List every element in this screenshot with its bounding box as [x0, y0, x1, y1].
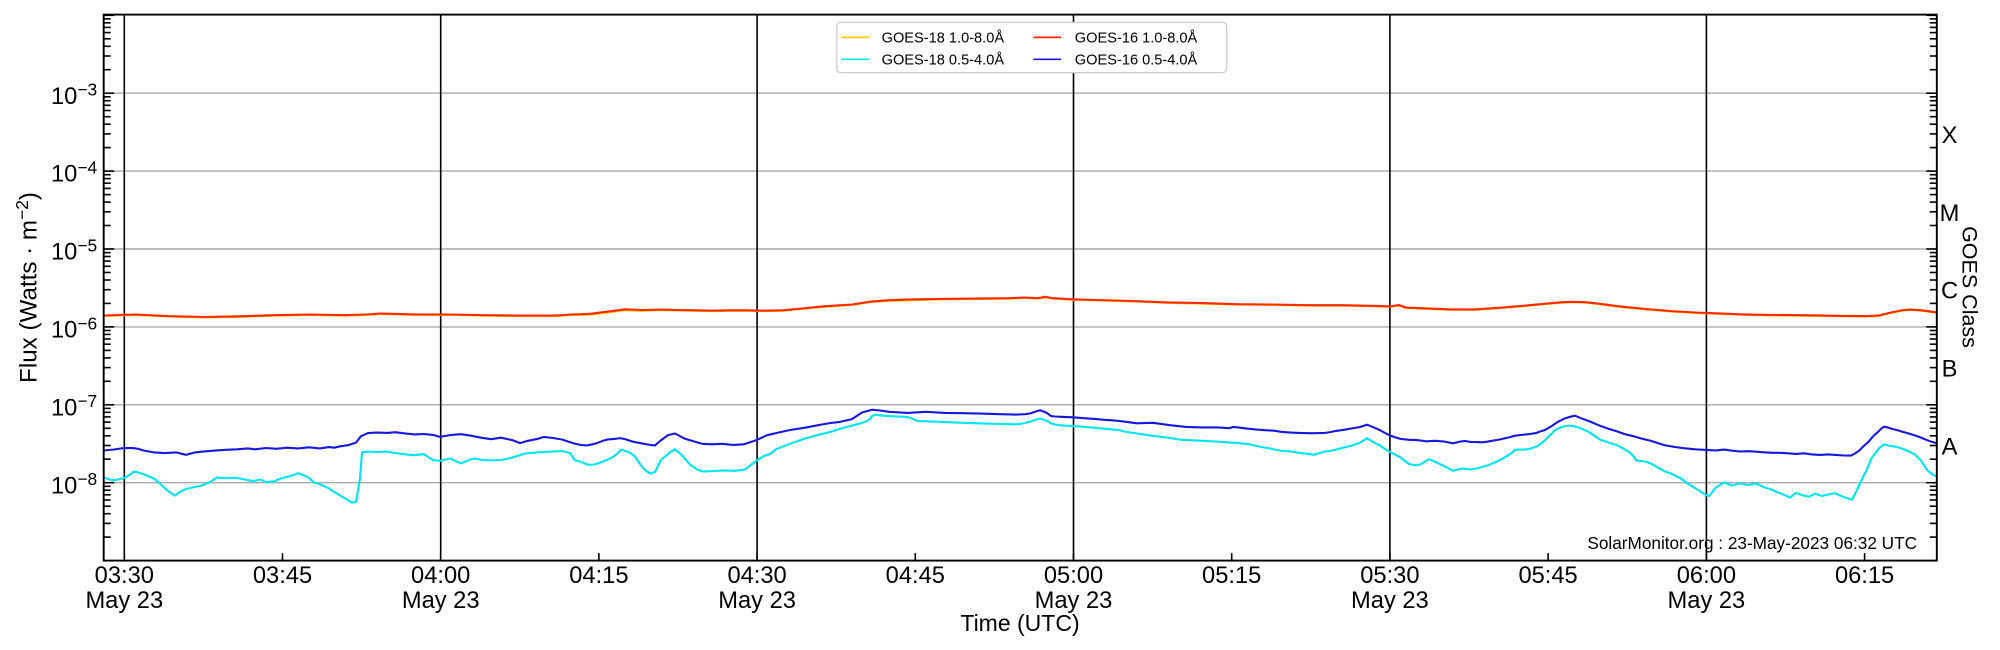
svg-text:X: X: [1942, 123, 1958, 149]
svg-text:May 23: May 23: [1668, 588, 1746, 614]
svg-text:SolarMonitor.org : 23-May-2023: SolarMonitor.org : 23-May-2023 06:32 UTC: [1587, 533, 1917, 553]
svg-text:GOES-18 1.0-8.0Å: GOES-18 1.0-8.0Å: [882, 30, 1005, 47]
svg-text:GOES Class: GOES Class: [1958, 226, 1982, 348]
svg-text:M: M: [1940, 201, 1960, 227]
svg-text:A: A: [1942, 434, 1958, 460]
svg-text:B: B: [1942, 357, 1958, 383]
svg-text:06:00: 06:00: [1677, 563, 1736, 589]
svg-text:04:45: 04:45: [886, 563, 945, 589]
svg-text:03:30: 03:30: [95, 563, 154, 589]
svg-text:04:30: 04:30: [727, 563, 786, 589]
svg-text:Time (UTC): Time (UTC): [960, 610, 1079, 636]
svg-text:C: C: [1941, 279, 1958, 305]
svg-text:06:15: 06:15: [1835, 563, 1894, 589]
svg-text:10−6: 10−6: [51, 313, 97, 343]
svg-text:04:00: 04:00: [411, 563, 470, 589]
svg-text:05:45: 05:45: [1518, 563, 1577, 589]
svg-text:03:45: 03:45: [253, 563, 312, 589]
svg-text:May 23: May 23: [718, 588, 796, 614]
svg-text:Flux (Watts · m−2): Flux (Watts · m−2): [12, 192, 42, 383]
svg-text:May 23: May 23: [1351, 588, 1429, 614]
svg-text:04:15: 04:15: [569, 563, 628, 589]
svg-text:GOES-16 1.0-8.0Å: GOES-16 1.0-8.0Å: [1075, 30, 1198, 47]
svg-text:10−7: 10−7: [51, 391, 97, 421]
svg-text:May 23: May 23: [1035, 588, 1113, 614]
svg-text:May 23: May 23: [85, 588, 163, 614]
svg-text:05:15: 05:15: [1202, 563, 1261, 589]
svg-text:GOES-16 0.5-4.0Å: GOES-16 0.5-4.0Å: [1075, 52, 1198, 69]
svg-text:05:00: 05:00: [1044, 563, 1103, 589]
svg-text:May 23: May 23: [402, 588, 480, 614]
svg-text:05:30: 05:30: [1360, 563, 1419, 589]
svg-text:10−3: 10−3: [51, 80, 97, 110]
svg-text:GOES-18 0.5-4.0Å: GOES-18 0.5-4.0Å: [882, 52, 1005, 69]
